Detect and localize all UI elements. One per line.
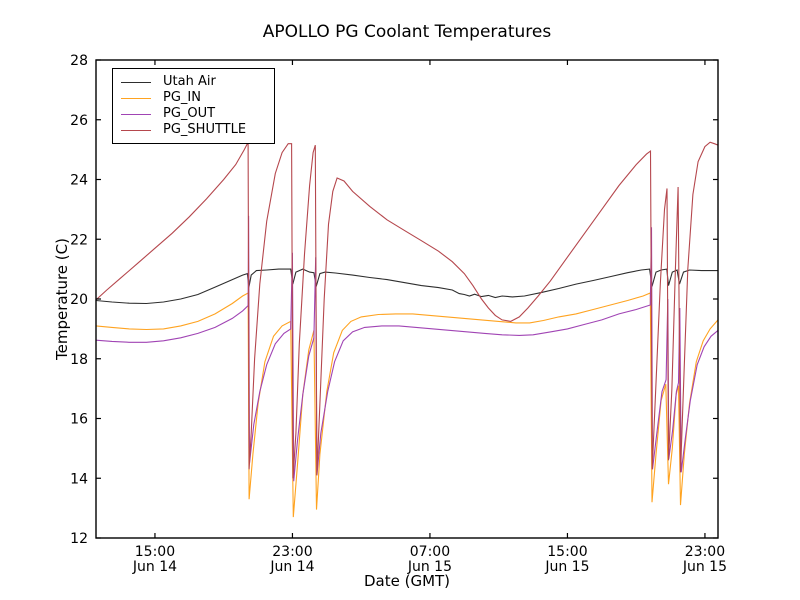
x-tick-time-label: 23:00 <box>272 544 312 560</box>
legend-label: PG_SHUTTLE <box>163 122 247 137</box>
y-tick-label: 12 <box>70 531 88 547</box>
legend-item-pg-shuttle: PG_SHUTTLE <box>121 122 266 138</box>
x-tick-date-label: Jun 15 <box>682 559 727 575</box>
legend-item-pg-in: PG_IN <box>121 90 266 106</box>
y-tick-label: 28 <box>70 53 88 69</box>
y-tick-label: 16 <box>70 412 88 428</box>
x-tick-time-label: 23:00 <box>685 544 725 560</box>
x-tick-time-label: 07:00 <box>410 544 450 560</box>
legend-item-pg-out: PG_OUT <box>121 106 266 122</box>
series-utah-air <box>96 268 718 305</box>
y-tick-label: 20 <box>70 292 88 308</box>
pg-in-line-swatch <box>121 97 151 99</box>
x-tick-date-label: Jun 14 <box>132 559 177 575</box>
x-tick-date-label: Jun 15 <box>544 559 589 575</box>
chart-title: APOLLO PG Coolant Temperatures <box>262 22 552 42</box>
x-tick-date-label: Jun 15 <box>407 559 452 575</box>
x-axis-label: Date (GMT) <box>363 572 451 590</box>
y-axis-label: Temperature (C) <box>53 238 71 360</box>
y-tick-label: 14 <box>70 471 88 487</box>
axis-ticks <box>96 59 718 539</box>
pg-out-line-swatch <box>121 113 151 115</box>
y-tick-label: 24 <box>70 173 88 189</box>
series-lines <box>96 141 718 518</box>
utah-air-line-swatch <box>121 81 151 83</box>
series-pg-out <box>96 215 718 482</box>
legend-label: PG_OUT <box>163 106 216 121</box>
series-pg-shuttle <box>96 141 718 479</box>
y-tick-label: 18 <box>70 352 88 368</box>
legend: Utah Air PG_IN PG_OUT PG_SHUTTLE <box>112 68 275 144</box>
x-tick-date-label: Jun 14 <box>269 559 314 575</box>
y-tick-label: 22 <box>70 232 88 248</box>
legend-label: Utah Air <box>163 74 216 89</box>
legend-label: PG_IN <box>163 90 201 105</box>
pg-shuttle-line-swatch <box>121 129 151 131</box>
legend-item-utah-air: Utah Air <box>121 74 266 90</box>
x-tick-time-label: 15:00 <box>547 544 587 560</box>
x-tick-time-label: 15:00 <box>135 544 175 560</box>
y-tick-label: 26 <box>70 113 88 129</box>
